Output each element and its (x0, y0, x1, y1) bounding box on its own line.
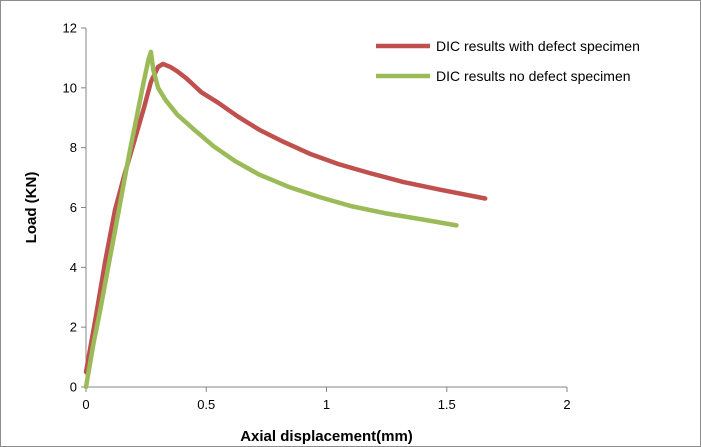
y-tick-label: 6 (70, 200, 77, 215)
series-layer (83, 49, 488, 390)
y-tick-label: 0 (70, 380, 77, 395)
legend: DIC results with defect specimen DIC resu… (376, 38, 640, 84)
x-tick-label: 1.5 (438, 397, 456, 412)
x-axis-title: Axial displacement(mm) (240, 428, 413, 445)
x-tick-label: 1 (323, 397, 330, 412)
y-tick-label: 12 (63, 21, 77, 36)
y-tick-label: 2 (70, 320, 77, 335)
x-tick-label: 2 (563, 397, 570, 412)
y-axis-title: Load (KN) (23, 172, 40, 244)
axes: 0 2 4 6 8 10 12 0 0.5 1 1.5 2 (63, 21, 571, 413)
y-tick-label: 4 (70, 260, 77, 275)
x-tick-label: 0.5 (197, 397, 215, 412)
y-tick-label: 8 (70, 140, 77, 155)
legend-label-2: DIC results no defect specimen (436, 68, 631, 84)
series-line-2 (83, 49, 459, 390)
legend-label-1: DIC results with defect specimen (436, 38, 640, 54)
y-tick-label: 10 (63, 80, 77, 95)
x-tick-label: 0 (82, 397, 89, 412)
